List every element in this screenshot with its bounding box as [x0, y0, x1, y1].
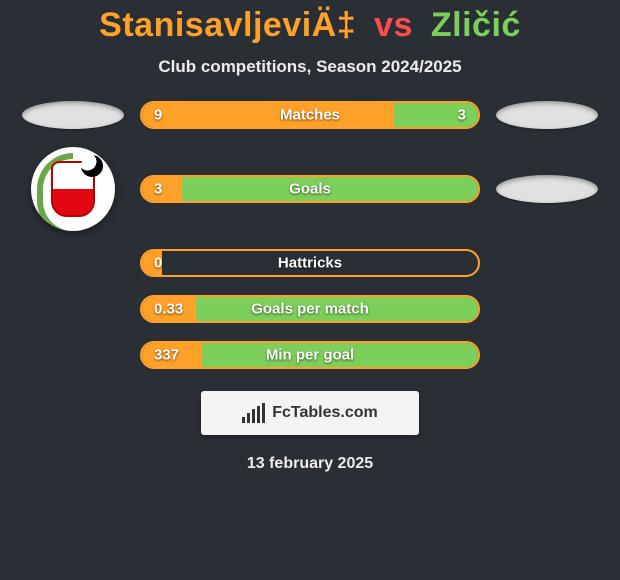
- placeholder-oval: [496, 175, 598, 203]
- stat-name: Hattricks: [278, 255, 342, 272]
- stat-row: 337 Min per goal: [0, 341, 620, 369]
- bar-chart-icon: [242, 403, 264, 423]
- player-left-name: StanisavljeviÄ‡: [99, 6, 356, 44]
- brand-badge: FcTables.com: [201, 391, 419, 435]
- stat-left-value: 9: [154, 107, 162, 124]
- stat-bar: 0.33 Goals per match: [140, 295, 480, 323]
- stat-bar: 0 Hattricks: [140, 249, 480, 277]
- footer-date: 13 february 2025: [247, 455, 373, 473]
- placeholder-oval: [22, 101, 124, 129]
- stat-left-value: 0.33: [154, 301, 183, 318]
- stat-left-value: 3: [154, 181, 162, 198]
- stat-bar: 337 Min per goal: [140, 341, 480, 369]
- placeholder-oval: [496, 101, 598, 129]
- right-side-slot: [496, 295, 598, 323]
- left-side-slot: [22, 249, 124, 277]
- right-side-slot: [496, 101, 598, 129]
- stat-name: Goals: [289, 181, 331, 198]
- stat-row: 0.33 Goals per match: [0, 295, 620, 323]
- brand-text: FcTables.com: [272, 404, 378, 422]
- stat-name: Min per goal: [266, 347, 354, 364]
- right-side-slot: [496, 175, 598, 203]
- subtitle: Club competitions, Season 2024/2025: [158, 57, 461, 77]
- stat-name: Matches: [280, 107, 340, 124]
- club-logo: [31, 147, 115, 231]
- stat-rows: 9 Matches 3 3 Goals 0 Hattricks 0.33 Goals per m…: [0, 101, 620, 369]
- left-side-slot: [22, 147, 124, 231]
- stat-name: Goals per match: [251, 301, 369, 318]
- stat-left-value: 0: [154, 255, 162, 272]
- right-side-slot: [496, 249, 598, 277]
- vs-separator: vs: [374, 6, 413, 44]
- stat-row: 3 Goals: [0, 147, 620, 231]
- page-title: StanisavljeviÄ‡ vs Zličić: [99, 6, 521, 45]
- bar-left-fill: [142, 103, 394, 127]
- stat-bar: 3 Goals: [140, 175, 480, 203]
- stat-row: 0 Hattricks: [0, 249, 620, 277]
- player-right-name: Zličić: [431, 6, 521, 44]
- left-side-slot: [22, 101, 124, 129]
- stat-right-value: 3: [458, 107, 466, 124]
- stat-row: 9 Matches 3: [0, 101, 620, 129]
- left-side-slot: [22, 341, 124, 369]
- left-side-slot: [22, 295, 124, 323]
- right-side-slot: [496, 341, 598, 369]
- comparison-card: StanisavljeviÄ‡ vs Zličić Club competiti…: [0, 0, 620, 473]
- stat-left-value: 337: [154, 347, 179, 364]
- stat-bar: 9 Matches 3: [140, 101, 480, 129]
